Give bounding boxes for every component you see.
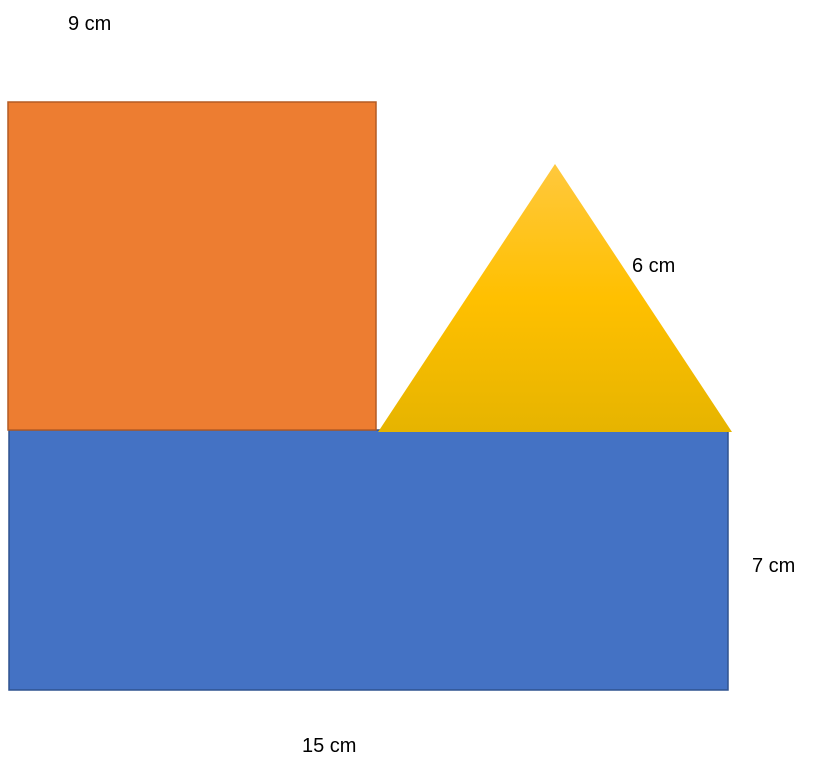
rectangle-width-label: 15 cm (302, 735, 357, 757)
square-side-label: 9 cm (68, 13, 112, 35)
blue-rectangle (8, 429, 729, 691)
rectangle-height-label: 7 cm (752, 555, 796, 577)
triangle-side-label: 6 cm (632, 255, 676, 277)
orange-square (7, 101, 377, 431)
yellow-triangle (378, 164, 732, 432)
